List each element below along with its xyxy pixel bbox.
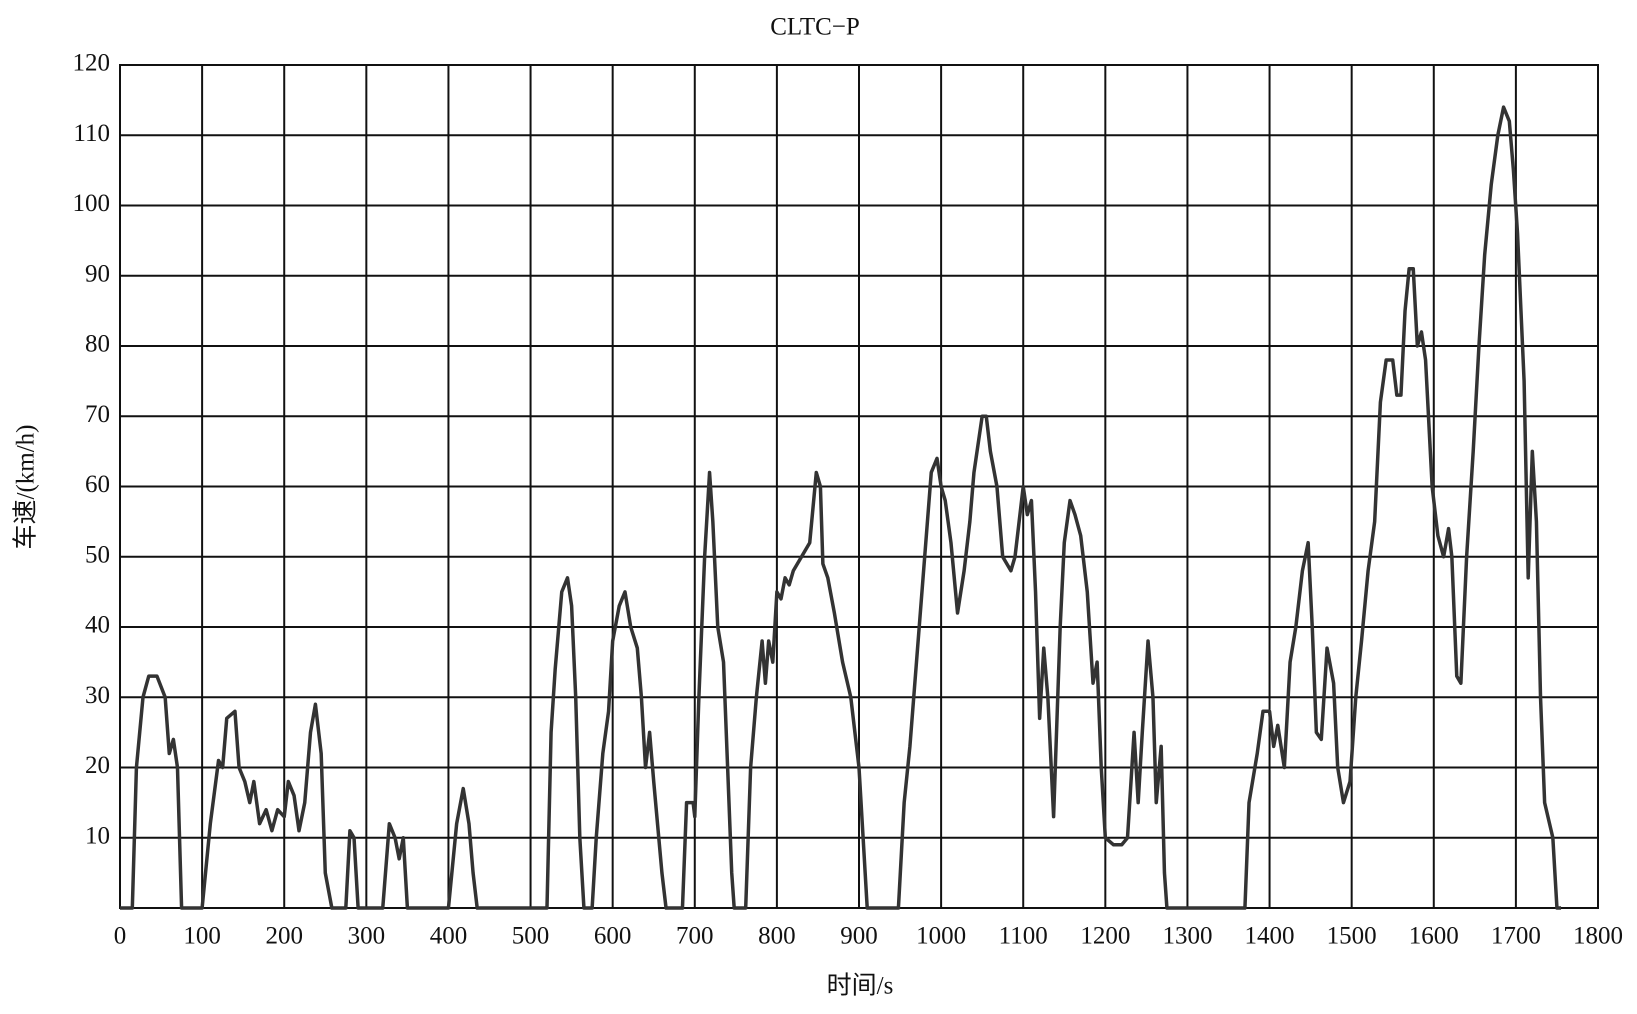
x-axis-label: 时间/s (827, 972, 894, 1000)
x-tick-label: 1400 (1245, 923, 1295, 950)
plot-frame (119, 64, 1599, 909)
x-tick-label: 1800 (1573, 923, 1623, 950)
x-tick-label: 1300 (1162, 923, 1212, 950)
x-tick-label: 100 (183, 923, 221, 950)
y-tick-label: 40 (85, 612, 110, 639)
y-axis-label: 车速/(km/h) (12, 425, 40, 550)
y-tick-label: 20 (85, 752, 110, 779)
y-tick-label: 100 (73, 190, 111, 217)
y-tick-label: 70 (85, 401, 110, 428)
y-tick-label: 30 (85, 682, 110, 709)
x-tick-label: 800 (758, 923, 796, 950)
x-tick-label: 1200 (1080, 923, 1130, 950)
y-tick-label: 10 (85, 822, 110, 849)
x-tick-label: 200 (265, 923, 303, 950)
chart-title: CLTC−P (770, 14, 860, 41)
x-tick-label: 1100 (999, 923, 1048, 950)
x-tick-label: 700 (676, 923, 714, 950)
y-tick-label: 120 (73, 50, 111, 77)
x-tick-label: 1000 (916, 923, 966, 950)
x-tick-label: 300 (348, 923, 386, 950)
x-tick-label: 1500 (1327, 923, 1377, 950)
x-tick-label: 500 (512, 923, 550, 950)
y-tick-label: 60 (85, 471, 110, 498)
y-tick-label: 110 (73, 120, 110, 147)
speed-line (120, 105, 1562, 910)
x-tick-label: 900 (840, 923, 878, 950)
x-tick-label: 0 (114, 923, 127, 950)
x-tick-label: 1700 (1491, 923, 1541, 950)
y-tick-label: 50 (85, 541, 110, 568)
x-tick-label: 1600 (1409, 923, 1459, 950)
y-tick-label: 80 (85, 331, 110, 358)
x-tick-label: 400 (430, 923, 468, 950)
y-tick-label: 90 (85, 260, 110, 287)
x-tick-label: 600 (594, 923, 632, 950)
